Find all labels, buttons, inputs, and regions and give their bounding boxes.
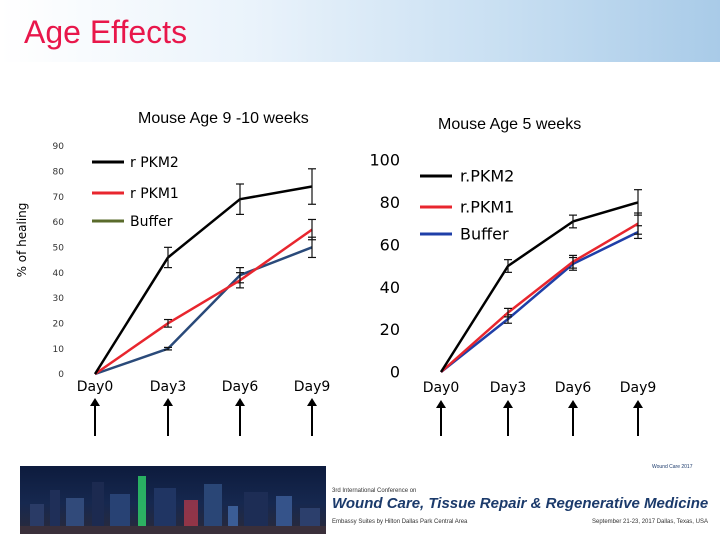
chart2-xlabel-day3: Day3 <box>490 380 527 396</box>
chart1-ytick-70: 70 <box>53 193 65 203</box>
conference-venue: Embassy Suites by Hilton Dallas Park Cen… <box>332 519 468 525</box>
chart2-xlabel-day9: Day9 <box>620 380 657 396</box>
conference-tag: Wound Care 2017 <box>652 464 693 470</box>
chart1-xlabel-day9: Day9 <box>294 379 331 395</box>
chart1-errorbar-rpkm1-2 <box>236 272 244 289</box>
chart1-legend-label-1: r PKM1 <box>130 186 179 202</box>
conference-dates: September 21-23, 2017 Dallas, Texas, USA <box>592 519 708 525</box>
chart2-title: Mouse Age 5 weeks <box>438 116 582 133</box>
chart1-ytick-50: 50 <box>53 243 65 253</box>
chart2-arrow-day3-icon <box>503 400 513 436</box>
chart2-legend-label-2: Buffer <box>460 225 509 244</box>
chart1-legend-label-2: Buffer <box>130 214 173 230</box>
chart1-legend-label-0: r PKM2 <box>130 155 179 171</box>
chart1-ytick-0: 0 <box>58 370 64 380</box>
chart2-arrow-day0-icon <box>436 400 446 436</box>
chart2-errorbar-rpkm2-1 <box>504 259 512 273</box>
conference-subtitle: 3rd International Conference on <box>332 488 417 494</box>
chart2-arrow-day9-icon <box>633 400 643 436</box>
chart1-errorbar-rpkm1-3 <box>308 218 316 241</box>
chart1-ytick-40: 40 <box>53 269 65 279</box>
chart1-xlabel-day6: Day6 <box>222 379 259 395</box>
chart1-arrow-day6-icon <box>235 398 245 436</box>
chart2-legend-label-1: r.PKM1 <box>460 198 514 217</box>
conference-name: Wound Care, Tissue Repair & Regenerative… <box>332 495 709 512</box>
header-band <box>0 0 720 62</box>
chart2-ytick-0: 0 <box>390 363 400 382</box>
chart1-errorbar-rpkm2-3 <box>308 168 316 205</box>
chart2-errorbar-rpkm1-1 <box>504 307 512 318</box>
chart2-series-rpkm1-line <box>440 222 639 373</box>
chart1-ytick-20: 20 <box>53 319 65 329</box>
chart1-series-buffer-line <box>94 246 313 376</box>
chart2-arrow-day6-icon <box>568 400 578 436</box>
city-skyline-image <box>20 466 326 534</box>
chart2-ytick-40: 40 <box>380 278 400 297</box>
page-title: Age Effects <box>24 14 188 50</box>
chart1-arrow-day0-icon <box>90 398 100 436</box>
chart2-xlabel-day6: Day6 <box>555 380 592 396</box>
chart2-errorbar-rpkm1-3 <box>634 212 642 235</box>
chart1-errorbar-buffer-1 <box>164 346 172 351</box>
chart1-xlabel-day0: Day0 <box>77 379 114 395</box>
chart1-ytick-10: 10 <box>53 345 65 355</box>
chart2-xlabel-day0: Day0 <box>423 380 460 396</box>
chart1-ytick-80: 80 <box>53 167 65 177</box>
chart1-errorbar-rpkm2-1 <box>164 246 172 269</box>
chart2-series-buffer-line <box>440 230 639 373</box>
chart1-ytick-90: 90 <box>53 142 65 152</box>
chart2-errorbar-rpkm2-3 <box>634 189 642 216</box>
chart2-errorbar-rpkm2-2 <box>569 214 577 229</box>
chart2-ytick-20: 20 <box>380 320 400 339</box>
chart1-ytick-30: 30 <box>53 294 65 304</box>
chart1-xlabel-day3: Day3 <box>150 379 187 395</box>
chart2-ytick-80: 80 <box>380 193 400 212</box>
chart1-ytick-60: 60 <box>53 218 65 228</box>
chart1-errorbar-rpkm1-1 <box>164 318 172 328</box>
chart1-title: Mouse Age 9 -10 weeks <box>138 110 309 127</box>
chart1-series-rpkm1-line <box>94 228 313 376</box>
chart2-series-rpkm2-line <box>439 201 639 373</box>
chart2-ytick-100: 100 <box>369 151 400 170</box>
chart2-errorbar-rpkm1-2 <box>569 254 577 269</box>
chart1-errorbar-rpkm2-2 <box>236 183 244 215</box>
chart1-series-rpkm2-line <box>93 185 313 375</box>
chart2-legend-label-0: r.PKM2 <box>460 167 514 186</box>
chart2-ytick-60: 60 <box>380 235 400 254</box>
chart1-arrow-day9-icon <box>307 398 317 436</box>
chart1-arrow-day3-icon <box>163 398 173 436</box>
